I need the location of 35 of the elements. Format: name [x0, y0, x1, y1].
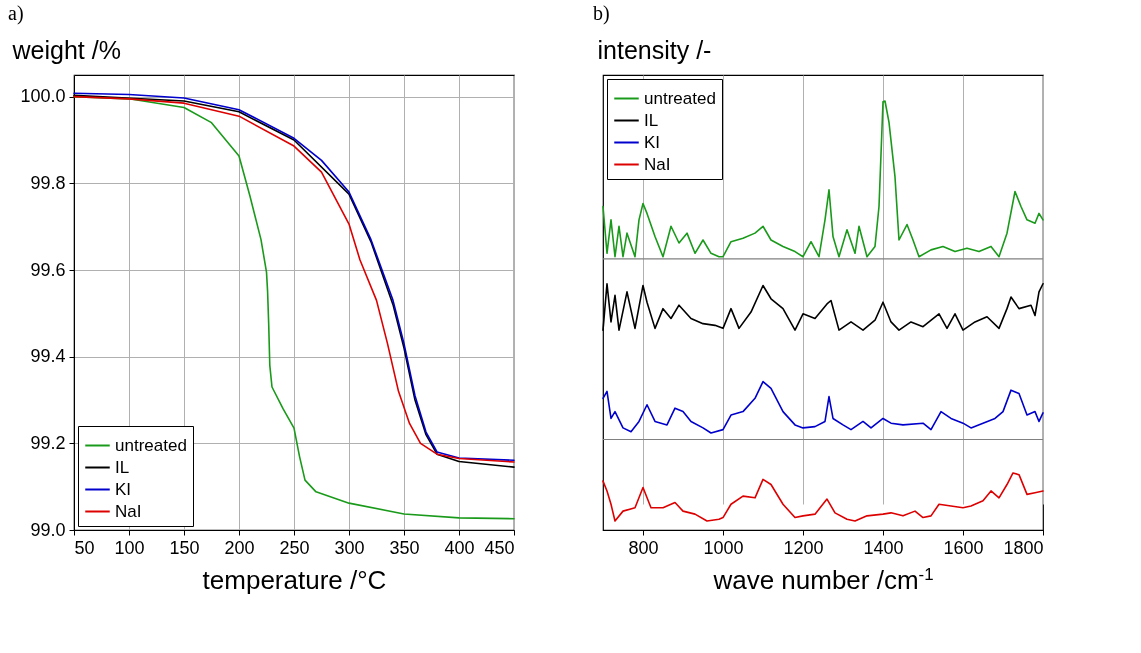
- x-tick-label: 250: [279, 537, 310, 558]
- legend-label: untreated: [644, 88, 716, 108]
- x-tick-label: 100: [114, 537, 145, 558]
- y-tick-label: 99.0: [30, 519, 66, 540]
- x-tick-label: 300: [334, 537, 365, 558]
- x-tick-label: 1200: [783, 537, 824, 558]
- x-tick-label: 1800: [1003, 537, 1044, 558]
- legend-label: KI: [115, 479, 132, 499]
- x-tick-label: 1000: [703, 537, 744, 558]
- y-tick-label: 99.8: [30, 172, 66, 193]
- x-axis-title: temperature /°C: [202, 564, 387, 595]
- x-tick-label: 350: [389, 537, 420, 558]
- x-tick-label: 450: [484, 537, 515, 558]
- x-tick-label: 400: [444, 537, 475, 558]
- y-tick-label: 100.0: [20, 86, 66, 107]
- legend-label: KI: [644, 132, 661, 152]
- y-tick-label: 99.4: [30, 346, 66, 367]
- y-axis-title: intensity /-: [597, 35, 712, 64]
- x-tick-label: 200: [224, 537, 255, 558]
- x-axis-title: wave number /cm$^{-1}$: [712, 564, 934, 595]
- chart-title: b): [593, 2, 610, 25]
- x-tick-label: 800: [628, 537, 659, 558]
- legend-label: NaI: [644, 154, 671, 174]
- x-tick-label: 1400: [863, 537, 904, 558]
- x-tick-label: 1600: [943, 537, 984, 558]
- x-tick-label: 150: [169, 537, 200, 558]
- legend-label: IL: [115, 457, 130, 477]
- y-axis-title: weight /%: [11, 35, 121, 64]
- y-tick-label: 99.2: [30, 432, 66, 453]
- chart-title: a): [8, 2, 24, 25]
- x-tick-label: 50: [74, 537, 95, 558]
- legend-label: IL: [644, 110, 659, 130]
- y-tick-label: 99.6: [30, 259, 66, 280]
- legend-label: NaI: [115, 501, 142, 521]
- legend-label: untreated: [115, 435, 187, 455]
